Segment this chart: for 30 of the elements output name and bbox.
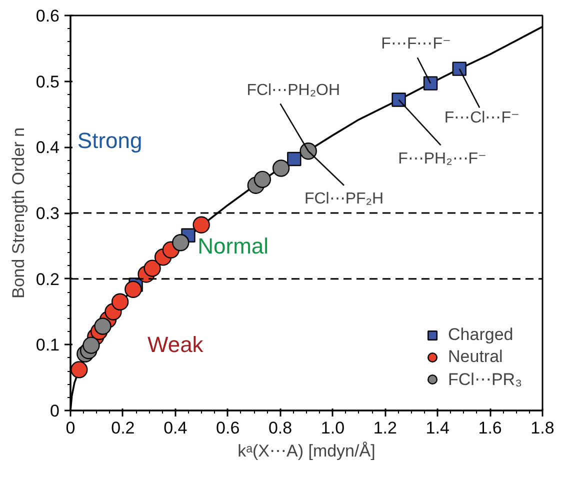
annotation: Weak — [147, 332, 204, 358]
x-tick-label: 0.4 — [164, 418, 188, 438]
y-tick-label: 0 — [50, 402, 60, 420]
x-axis-title: kᵃ(X⋯A) [mdyn/Å] — [238, 442, 376, 460]
x-tick-label: 0.2 — [111, 418, 135, 438]
x-tick-label: 0.8 — [268, 418, 292, 438]
x-tick-label: 1.8 — [530, 418, 554, 438]
y-tick-label: 0.4 — [36, 138, 60, 158]
legend-label: Neutral — [448, 346, 503, 368]
annotation: FCl⋯PF₂H — [304, 190, 384, 208]
x-tick-label: 1.0 — [320, 418, 345, 438]
x-tick-label: 1.6 — [478, 418, 502, 438]
y-tick-label: 0.3 — [36, 204, 60, 223]
y-tick-label: 0.2 — [36, 270, 60, 289]
annotation: F⋯Cl⋯F⁻ — [444, 110, 519, 127]
y-tick-label: 0.6 — [36, 6, 60, 26]
x-tick-label: 1.4 — [426, 418, 450, 438]
annotation: F⋯F⋯F⁻ — [381, 35, 451, 52]
x-tick-label: 0.6 — [216, 418, 240, 438]
annotation: FCl⋯PH₂OH — [246, 82, 340, 100]
legend-label: FCl⋯PR₃ — [448, 368, 522, 390]
x-tick-label: 0 — [66, 418, 76, 438]
x-tick-label: 1.2 — [373, 418, 397, 438]
y-axis-title: Bond Strength Order n — [8, 127, 28, 299]
annotation: Normal — [198, 233, 269, 258]
annotation: F⋯PH₂⋯F⁻ — [398, 150, 486, 168]
legend-label: Charged — [448, 324, 514, 346]
y-tick-label: 0.1 — [36, 336, 60, 355]
y-tick-label: 0.5 — [36, 72, 60, 92]
annotation: Strong — [77, 128, 142, 154]
